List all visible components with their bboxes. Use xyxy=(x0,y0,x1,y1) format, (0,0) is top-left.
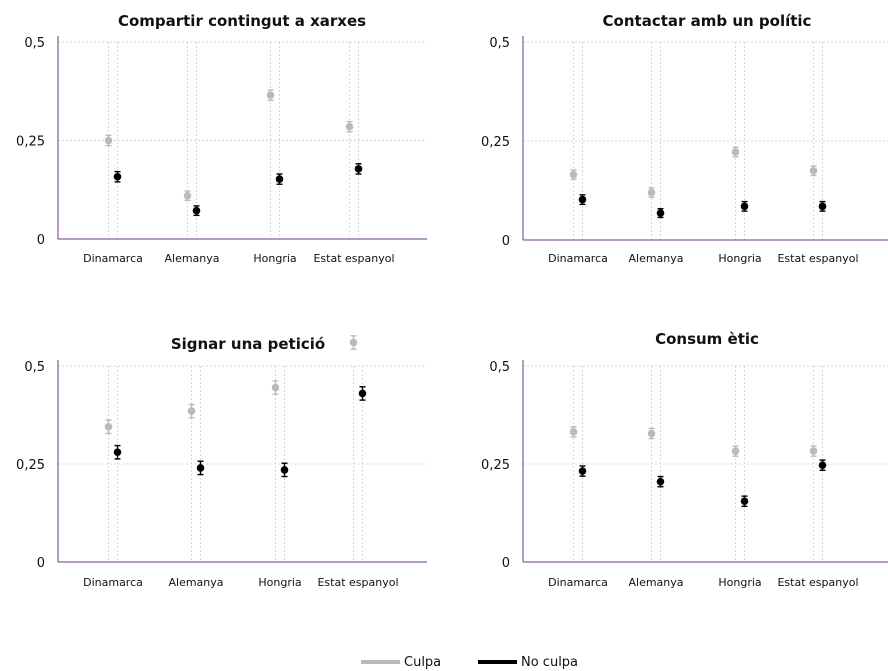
panel-title: Compartir contingut a xarxes xyxy=(118,12,366,30)
legend-label-culpa: Culpa xyxy=(404,655,441,670)
data-point-no-culpa xyxy=(740,497,749,506)
x-tick-label: Alemanya xyxy=(164,252,219,265)
data-point-culpa xyxy=(569,428,578,436)
y-tick-label: 0 xyxy=(37,233,45,248)
data-point-no-culpa xyxy=(818,461,827,469)
y-tick-label: 0,5 xyxy=(24,36,45,51)
y-tick-label: 0,25 xyxy=(16,135,45,150)
legend: Culpa No culpa xyxy=(361,655,578,670)
panel-contactar-politic: Contactar amb un polític 0 0,25 0,5 Dinamar… xyxy=(481,12,888,265)
data-point-no-culpa xyxy=(280,466,289,474)
data-point-culpa xyxy=(647,188,656,197)
data-point-no-culpa xyxy=(113,448,122,457)
x-tick-label: Dinamarca xyxy=(83,576,143,589)
data-point-no-culpa xyxy=(818,202,827,211)
y-tick-label: 0 xyxy=(37,556,45,571)
data-point-no-culpa xyxy=(656,477,665,486)
panel-title: Signar una petició xyxy=(171,335,325,353)
x-tick-label: Dinamarca xyxy=(83,252,143,265)
panel-title: Contactar amb un polític xyxy=(603,12,812,30)
x-tick-label: Hongria xyxy=(253,252,296,265)
y-tick-label: 0 xyxy=(502,556,510,571)
y-tick-label: 0,5 xyxy=(489,36,510,51)
x-tick-label: Dinamarca xyxy=(548,576,608,589)
data-point-no-culpa xyxy=(196,464,205,472)
x-tick-label: Estat espanyol xyxy=(313,252,394,265)
x-tick-label: Alemanya xyxy=(628,576,683,589)
y-tick-label: 0,25 xyxy=(481,135,510,150)
data-point-culpa xyxy=(266,91,275,99)
data-point-no-culpa xyxy=(113,172,122,181)
y-tick-label: 0 xyxy=(502,234,510,249)
data-point-culpa xyxy=(809,166,818,175)
data-point-no-culpa xyxy=(358,389,367,398)
x-tick-label: Estat espanyol xyxy=(777,576,858,589)
data-point-no-culpa xyxy=(578,195,587,204)
y-tick-label: 0,25 xyxy=(481,458,510,473)
data-point-no-culpa xyxy=(354,165,363,173)
data-point-culpa xyxy=(183,191,192,200)
x-tick-label: Estat espanyol xyxy=(777,252,858,265)
data-point-culpa xyxy=(187,407,196,415)
x-tick-label: Alemanya xyxy=(168,576,223,589)
data-point-culpa xyxy=(345,122,354,131)
data-point-culpa xyxy=(569,170,578,179)
y-tick-label: 0,5 xyxy=(489,360,510,375)
data-point-culpa xyxy=(104,422,113,431)
data-point-no-culpa xyxy=(578,467,587,475)
x-tick-label: Dinamarca xyxy=(548,252,608,265)
x-tick-label: Hongria xyxy=(718,252,761,265)
y-tick-label: 0,25 xyxy=(16,458,45,473)
x-tick-label: Hongria xyxy=(718,576,761,589)
data-point-no-culpa xyxy=(740,202,749,211)
data-point-culpa xyxy=(271,383,280,392)
x-tick-label: Alemanya xyxy=(628,252,683,265)
y-tick-label: 0,5 xyxy=(24,360,45,375)
panel-title: Consum ètic xyxy=(655,330,759,348)
data-point-culpa xyxy=(731,148,740,156)
data-point-no-culpa xyxy=(192,206,201,215)
data-point-culpa xyxy=(647,429,656,438)
legend-label-no-culpa: No culpa xyxy=(521,655,578,670)
panel-signar-peticio: Signar una petició 0 0,25 0,5 Dinamarca Alem… xyxy=(16,335,427,589)
data-point-no-culpa xyxy=(275,175,284,183)
panel-compartir-contingut: Compartir contingut a xarxes 0 0,25 0,5 Din… xyxy=(16,12,427,265)
x-tick-label: Estat espanyol xyxy=(317,576,398,589)
data-point-culpa xyxy=(349,338,358,347)
data-point-culpa xyxy=(104,136,113,145)
x-tick-label: Hongria xyxy=(258,576,301,589)
data-point-culpa xyxy=(731,447,740,455)
data-point-no-culpa xyxy=(656,209,665,217)
panel-consum-etic: Consum ètic 0 0,25 0,5 Dinamarca Alemanya Hon… xyxy=(481,330,888,589)
data-point-culpa xyxy=(809,447,818,455)
